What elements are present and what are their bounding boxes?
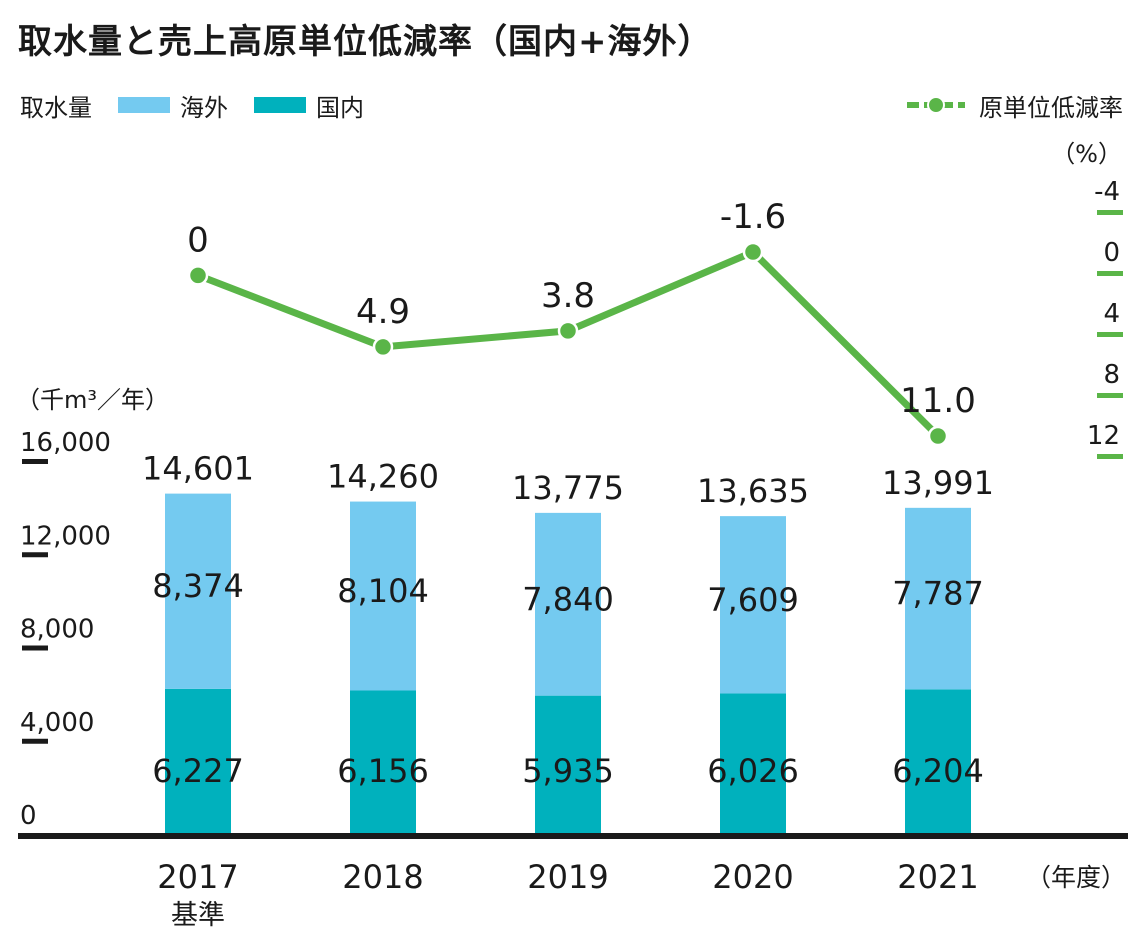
bar-overseas [350, 501, 416, 691]
right-axis-label: （%） [1051, 140, 1122, 168]
x-axis-label: （年度） [1026, 863, 1126, 892]
rate-point [742, 241, 764, 263]
bar-total-label: 13,635 [697, 472, 809, 510]
legend-label-domestic: 国内 [316, 93, 364, 122]
y-tick-mark [22, 645, 48, 651]
bar-total-label: 14,260 [327, 458, 439, 496]
y-axis-label: （千m³／年） [16, 386, 169, 414]
bar-domestic [535, 695, 601, 834]
legend-swatch-domestic [254, 97, 306, 113]
bar-total-label: 13,775 [512, 469, 624, 507]
x-tick-label: 2018 [342, 858, 423, 896]
bar-label-overseas: 7,787 [892, 575, 984, 613]
legend-swatch-overseas [118, 97, 170, 113]
y-tick-label: 4,000 [20, 708, 94, 738]
y-tick-mark [22, 552, 48, 558]
right-tick-mark [1097, 393, 1123, 398]
right-tick-mark [1097, 210, 1123, 215]
bar-label-domestic: 5,935 [522, 752, 614, 790]
bar-overseas [905, 507, 971, 690]
rate-label: -1.6 [720, 197, 786, 237]
bar-label-domestic: 6,227 [152, 752, 244, 790]
x-tick-label: 2019 [527, 858, 608, 896]
legend-label-overseas: 海外 [180, 93, 228, 122]
x-axis-baseline [18, 833, 1128, 839]
legend-line-marker-icon [907, 96, 965, 114]
bar-legend: 取水量 海外 国内 [20, 88, 364, 122]
bar-domestic [165, 688, 231, 834]
y-tick-mark [22, 738, 48, 744]
right-tick-label: 8 [1103, 360, 1120, 390]
x-tick-label: 2021 [897, 858, 978, 896]
rate-point [372, 336, 394, 358]
right-tick-label: -4 [1094, 177, 1120, 207]
x-tick-sublabel: 基準 [171, 900, 225, 931]
rate-label: 3.8 [541, 276, 595, 316]
bar-label-overseas: 8,374 [152, 567, 244, 605]
rate-point [557, 320, 579, 342]
y-tick-mark [22, 459, 48, 464]
right-tick-label: 4 [1103, 299, 1120, 329]
x-tick-label: 2017 [157, 858, 238, 896]
bar-overseas [720, 516, 786, 694]
bar-overseas [165, 493, 231, 689]
bar-label-overseas: 8,104 [337, 572, 429, 610]
legend-group-label: 取水量 [20, 93, 92, 122]
bar-label-overseas: 7,609 [707, 581, 799, 619]
bar-overseas [535, 512, 601, 696]
right-tick-mark [1097, 454, 1123, 459]
rate-label: 0 [187, 220, 209, 260]
rate-point [927, 425, 949, 447]
bar-label-domestic: 6,156 [337, 752, 429, 790]
bar-label-overseas: 7,840 [522, 580, 614, 618]
rate-label: 11.0 [900, 381, 976, 421]
bar-domestic [350, 690, 416, 834]
bar-label-domestic: 6,026 [707, 752, 799, 790]
right-tick-mark [1097, 332, 1123, 337]
bar-domestic [905, 689, 971, 834]
y-tick-label: 0 [20, 801, 37, 831]
bar-total-label: 13,991 [882, 464, 994, 502]
rate-point [187, 265, 209, 286]
bar-total-label: 14,601 [142, 450, 254, 488]
line-legend: 原単位低減率 [905, 88, 1123, 122]
right-tick-label: 0 [1103, 238, 1120, 268]
rate-label: 4.9 [356, 292, 410, 332]
bar-label-domestic: 6,204 [892, 752, 984, 790]
x-tick-label: 2020 [712, 858, 793, 896]
right-tick-mark [1097, 271, 1123, 276]
legend-label-line: 原単位低減率 [979, 93, 1123, 122]
y-tick-label: 8,000 [20, 615, 94, 645]
bar-domestic [720, 693, 786, 834]
y-tick-label: 16,000 [20, 428, 111, 458]
chart-title: 取水量と売上高原単位低減率（国内+海外） [18, 22, 713, 62]
right-tick-label: 12 [1087, 421, 1120, 451]
y-tick-label: 12,000 [20, 521, 111, 551]
